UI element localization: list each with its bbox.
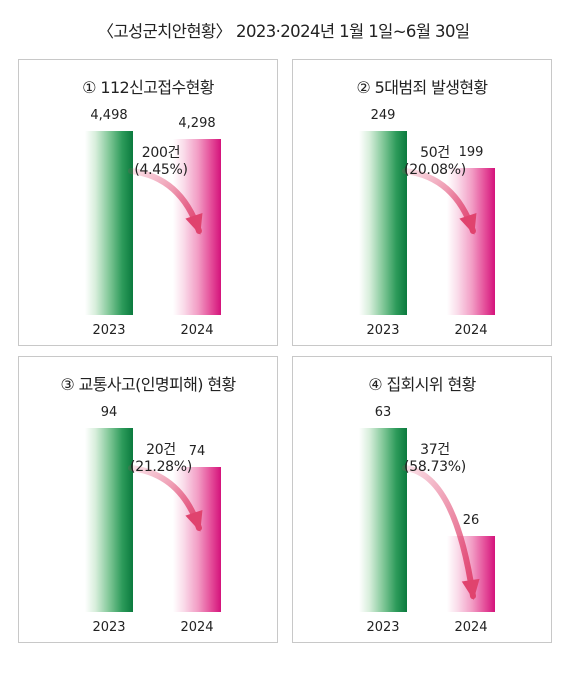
year-label-2024: 2024 xyxy=(180,620,214,635)
change-count: 50건 xyxy=(420,145,450,161)
decrease-arrow xyxy=(128,168,203,235)
year-label-2024: 2024 xyxy=(454,620,488,635)
chart-panel-4: ④ 집회시위 현황 63 26 2023 2024 37건 (58.73%) xyxy=(292,356,552,643)
arrow-head xyxy=(459,212,477,235)
value-label-2023: 4,498 xyxy=(90,108,128,123)
value-label-2023: 63 xyxy=(374,405,392,420)
decrease-arrow xyxy=(128,465,203,532)
value-label-2023: 94 xyxy=(100,405,118,420)
value-label-2023: 249 xyxy=(370,108,396,123)
change-label: 20건 (21.28%) xyxy=(116,442,206,476)
value-label-2024: 26 xyxy=(462,513,480,529)
decrease-arrow xyxy=(402,465,480,601)
arrow-head xyxy=(185,212,203,235)
arrow-head xyxy=(461,578,480,601)
arrow-shaft xyxy=(402,465,476,600)
chart-title: ① 112신고접수현황 xyxy=(82,78,214,97)
change-count: 200건 xyxy=(141,145,181,161)
value-label-2024: 199 xyxy=(458,144,484,160)
change-percent: (20.08%) xyxy=(404,162,466,178)
change-count: 20건 xyxy=(146,442,176,458)
change-percent: (58.73%) xyxy=(404,459,466,475)
year-label-2023: 2023 xyxy=(366,620,400,635)
year-label-2024: 2024 xyxy=(180,323,214,338)
change-label: 50건 (20.08%) xyxy=(390,145,480,179)
chart-panel-3: ③ 교통사고(인명피해) 현황 94 74 2023 2024 20건 (21.… xyxy=(18,356,278,643)
bar-2023 xyxy=(85,131,133,315)
chart-title: ④ 집회시위 현황 xyxy=(368,375,476,394)
change-label: 37건 (58.73%) xyxy=(390,442,480,476)
change-count: 37건 xyxy=(420,442,450,458)
bar-2023 xyxy=(359,428,407,612)
bar-2024 xyxy=(447,167,495,315)
main-title: 〈고성군치안현황〉 2023·2024년 1월 1일~6월 30일 xyxy=(97,22,470,41)
chart-panel-1: ① 112신고접수현황 4,498 4,298 2023 2024 200건 (… xyxy=(18,59,278,346)
chart-title: ② 5대범죄 발생현황 xyxy=(356,78,488,97)
chart-panel-2: ② 5대범죄 발생현황 249 199 2023 2024 50건 (20.08… xyxy=(292,59,552,346)
year-label-2023: 2023 xyxy=(366,323,400,338)
year-label-2024: 2024 xyxy=(454,323,488,338)
decrease-arrow xyxy=(402,168,477,235)
change-percent: (4.45%) xyxy=(134,162,188,178)
year-label-2023: 2023 xyxy=(92,620,126,635)
year-label-2023: 2023 xyxy=(92,323,126,338)
bar-2023 xyxy=(85,428,133,612)
value-label-2024: 74 xyxy=(188,444,206,460)
change-label: 200건 (4.45%) xyxy=(116,145,206,179)
bar-2023 xyxy=(359,131,407,315)
chart-title: ③ 교통사고(인명피해) 현황 xyxy=(60,375,236,394)
arrow-head xyxy=(185,509,203,532)
value-label-2024: 4,298 xyxy=(178,116,216,132)
change-percent: (21.28%) xyxy=(130,459,192,475)
